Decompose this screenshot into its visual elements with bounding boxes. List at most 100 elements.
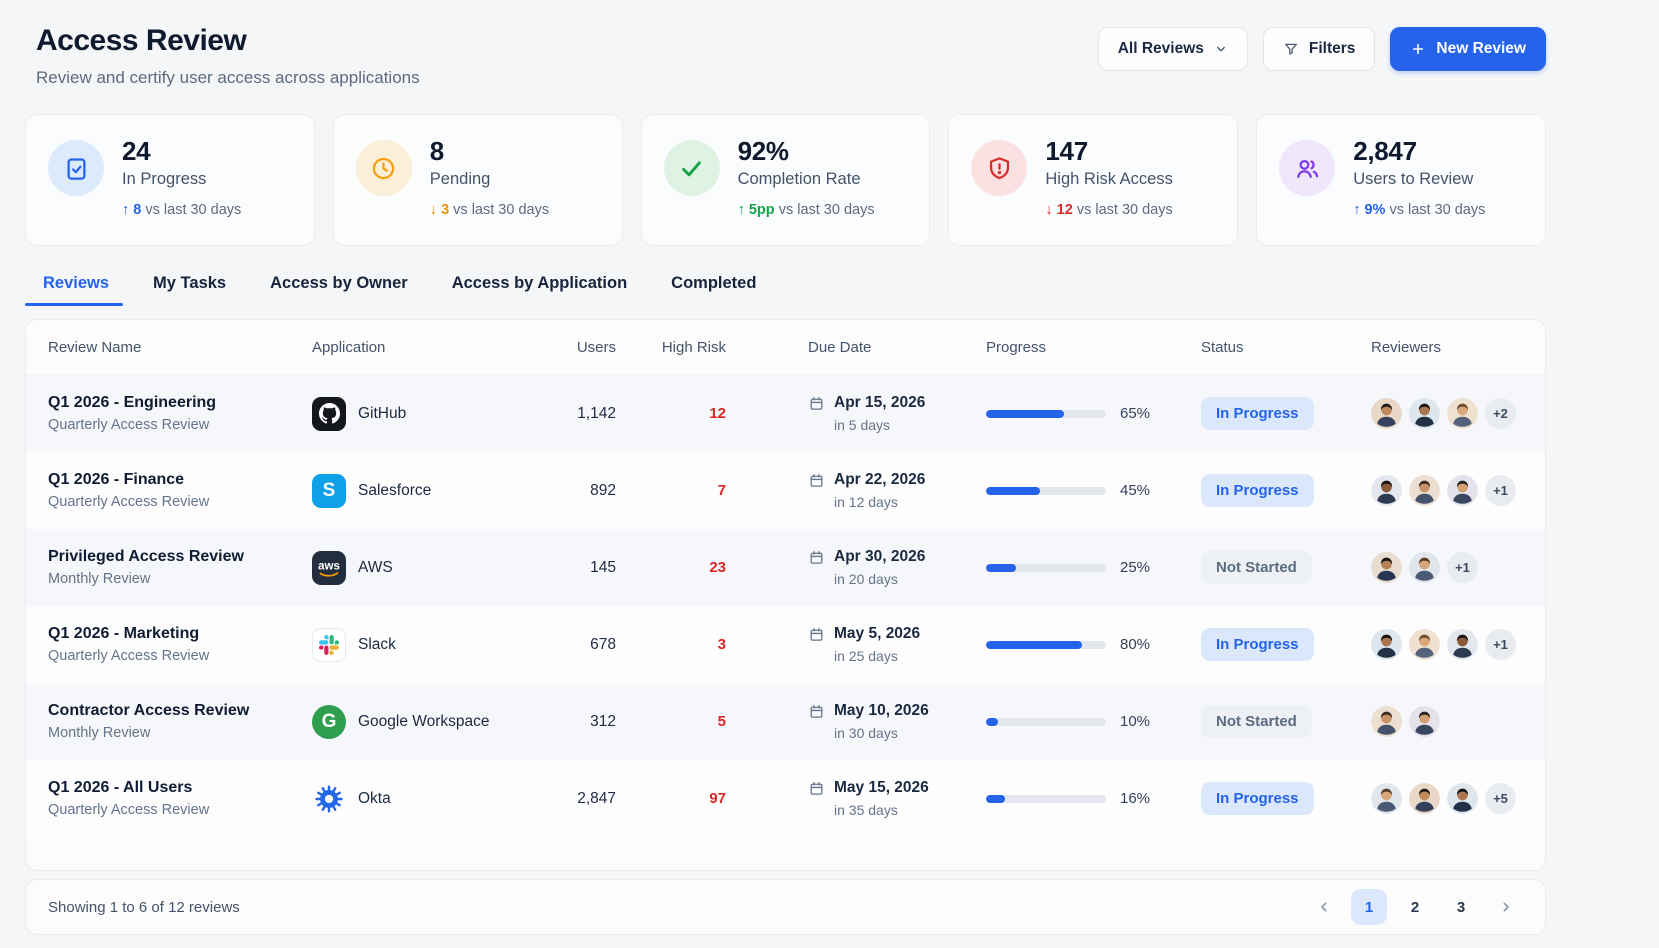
due-in-days: in 25 days xyxy=(834,648,898,664)
stat-value: 8 xyxy=(429,136,444,166)
page-header: Access Review Review and certify user ac… xyxy=(25,24,1546,88)
stat-label: Users to Review xyxy=(1353,170,1474,188)
stat-label: In Progress xyxy=(122,170,207,188)
reviewer-avatars: +5 xyxy=(1371,783,1523,814)
status-badge: Not Started xyxy=(1201,705,1312,738)
column-header-application: Application xyxy=(312,338,386,356)
reviewer-avatar xyxy=(1409,398,1440,429)
reviewer-avatar xyxy=(1447,475,1478,506)
reviews-table: Review Name Application Users High Risk Due … xyxy=(25,319,1546,871)
users-count: 678 xyxy=(590,635,616,653)
salesforce-icon: S xyxy=(312,473,346,508)
stats-row: 24 In Progress ↑ 8 vs last 30 days 8 Pending… xyxy=(25,114,1546,246)
table-row[interactable]: Contractor Access Review Monthly Review … xyxy=(26,683,1545,760)
column-header-status: Status xyxy=(1201,338,1244,356)
high-risk-count: 97 xyxy=(709,790,726,807)
table-row[interactable]: Privileged Access Review Monthly Review … xyxy=(26,529,1545,606)
tab-my-tasks[interactable]: My Tasks xyxy=(153,274,226,306)
reviewer-avatar xyxy=(1409,706,1440,737)
review-cadence: Monthly Review xyxy=(48,571,151,587)
check-icon xyxy=(663,140,720,196)
page-button-1[interactable]: 1 xyxy=(1351,889,1387,925)
column-header-progress: Progress xyxy=(986,338,1047,356)
due-date: May 15, 2026 xyxy=(834,779,929,796)
column-header-high-risk: High Risk xyxy=(661,338,726,356)
reviewer-avatar xyxy=(1371,475,1402,506)
tab-completed[interactable]: Completed xyxy=(671,274,756,306)
stat-card-pending: 8 Pending ↓ 3 vs last 30 days xyxy=(332,114,623,246)
table-row[interactable]: Q1 2026 - Engineering Quarterly Access R… xyxy=(26,375,1545,452)
trend-down-arrow-icon: ↓ xyxy=(1045,202,1053,218)
reviewer-avatar xyxy=(1371,783,1402,814)
status-badge: In Progress xyxy=(1201,397,1314,430)
page-subtitle: Review and certify user access across ap… xyxy=(36,68,420,87)
reviewer-avatars: +1 xyxy=(1371,552,1523,583)
tab-access-by-application[interactable]: Access by Application xyxy=(452,274,627,306)
trend-note: vs last 30 days xyxy=(1389,202,1486,218)
reviews-scope-dropdown[interactable]: All Reviews xyxy=(1097,27,1248,71)
stat-card-completion-rate: 92% Completion Rate ↑ 5pp vs last 30 days xyxy=(640,114,931,246)
review-name: Q1 2026 - Marketing xyxy=(48,625,200,642)
progress-bar xyxy=(986,486,1106,495)
due-in-days: in 35 days xyxy=(834,802,898,818)
funnel-icon xyxy=(1283,41,1299,57)
extra-reviewers-count: +1 xyxy=(1485,629,1516,660)
users-icon xyxy=(1279,140,1336,196)
trend-note: vs last 30 days xyxy=(1076,202,1173,218)
progress-value: 45% xyxy=(1120,482,1151,499)
high-risk-count: 3 xyxy=(717,636,726,653)
calendar-icon xyxy=(808,703,825,720)
due-date: Apr 30, 2026 xyxy=(834,548,926,565)
trend-note: vs last 30 days xyxy=(145,202,242,218)
table-row[interactable]: Q1 2026 - All Users Quarterly Access Rev… xyxy=(26,760,1545,837)
table-row[interactable]: Q1 2026 - Finance Quarterly Access Revie… xyxy=(26,452,1545,529)
review-cadence: Quarterly Access Review xyxy=(48,648,210,664)
reviewer-avatar xyxy=(1447,398,1478,429)
review-name: Privileged Access Review xyxy=(48,548,244,565)
svg-text:aws: aws xyxy=(318,560,340,572)
github-icon xyxy=(312,396,346,431)
trend-note: vs last 30 days xyxy=(778,202,875,218)
table-row[interactable]: Q1 2026 - Marketing Quarterly Access Rev… xyxy=(26,606,1545,683)
extra-reviewers-count: +2 xyxy=(1485,398,1516,429)
tab-bar: Reviews My Tasks Access by Owner Access by … xyxy=(24,274,1546,306)
page-button-2[interactable]: 2 xyxy=(1397,889,1433,925)
reviewer-avatar xyxy=(1447,783,1478,814)
application-name: Slack xyxy=(358,635,396,653)
stat-label: High Risk Access xyxy=(1045,170,1173,188)
due-date: May 5, 2026 xyxy=(834,625,921,642)
review-cadence: Quarterly Access Review xyxy=(48,494,210,510)
trend-down-arrow-icon: ↓ xyxy=(429,202,438,218)
filters-button[interactable]: Filters xyxy=(1262,27,1376,71)
due-date: May 10, 2026 xyxy=(834,702,929,719)
review-cadence: Quarterly Access Review xyxy=(48,417,210,433)
tab-access-by-owner[interactable]: Access by Owner xyxy=(270,274,408,306)
due-in-days: in 5 days xyxy=(834,417,891,433)
next-page-button[interactable] xyxy=(1489,890,1523,924)
tab-reviews[interactable]: Reviews xyxy=(24,274,124,306)
plus-icon xyxy=(1410,41,1426,57)
status-badge: In Progress xyxy=(1201,474,1314,507)
new-review-button[interactable]: New Review xyxy=(1390,27,1546,71)
review-cadence: Monthly Review xyxy=(48,725,151,741)
stat-card-high-risk-access: 147 High Risk Access ↓ 12 vs last 30 days xyxy=(948,114,1239,246)
calendar-icon xyxy=(808,626,825,643)
filters-label: Filters xyxy=(1308,40,1356,57)
review-name: Q1 2026 - Engineering xyxy=(48,394,217,411)
access-review-page: Access Review Review and certify user ac… xyxy=(24,0,1546,935)
stat-value: 24 xyxy=(122,136,151,166)
application-name: AWS xyxy=(358,558,393,576)
extra-reviewers-count: +1 xyxy=(1447,552,1478,583)
users-count: 312 xyxy=(590,712,616,730)
extra-reviewers-count: +1 xyxy=(1485,475,1516,506)
status-badge: In Progress xyxy=(1201,628,1314,661)
reviewer-avatar xyxy=(1371,398,1402,429)
application-name: Salesforce xyxy=(358,481,432,499)
status-badge: In Progress xyxy=(1201,782,1314,815)
column-header-reviewers: Reviewers xyxy=(1371,338,1442,356)
reviewer-avatars xyxy=(1371,706,1523,737)
page-button-3[interactable]: 3 xyxy=(1443,889,1479,925)
reviewer-avatar xyxy=(1409,475,1440,506)
previous-page-button[interactable] xyxy=(1307,890,1341,924)
due-in-days: in 30 days xyxy=(834,725,898,741)
